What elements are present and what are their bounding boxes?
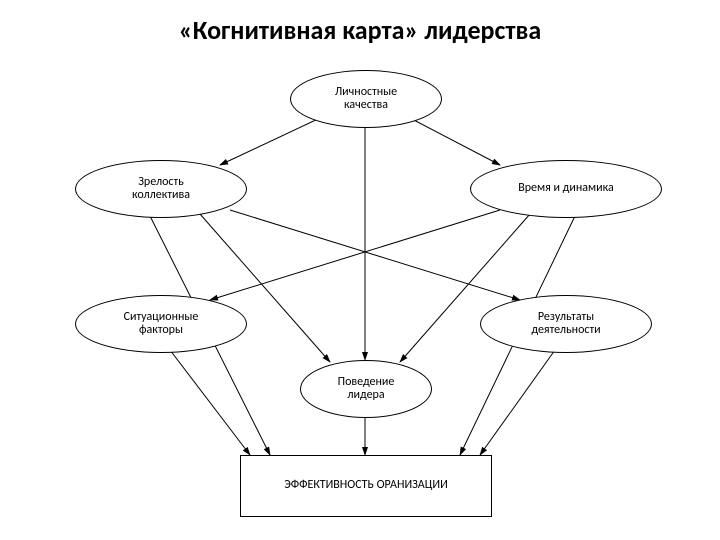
node-behavior: Поведение лидера xyxy=(300,360,432,418)
node-effectiveness: ЭФФЕКТИВНОСТЬ ОРАНИЗАЦИИ xyxy=(240,455,492,517)
edge-results-effectiveness xyxy=(480,350,555,455)
edge-maturity-results xyxy=(230,210,520,300)
node-maturity: Зрелость коллектива xyxy=(75,160,247,218)
diagram-title: «Когнитивная карта» лидерства xyxy=(0,14,720,46)
node-results: Результаты деятельности xyxy=(480,295,652,353)
node-personal: Личностные качества xyxy=(290,70,442,128)
edge-situational-effectiveness xyxy=(170,350,250,455)
edge-time-situational xyxy=(210,210,500,300)
node-situational: Ситуационные факторы xyxy=(75,295,247,353)
node-time: Время и динамика xyxy=(470,160,662,218)
edge-personal-maturity xyxy=(220,118,320,165)
edge-personal-time xyxy=(410,118,500,165)
